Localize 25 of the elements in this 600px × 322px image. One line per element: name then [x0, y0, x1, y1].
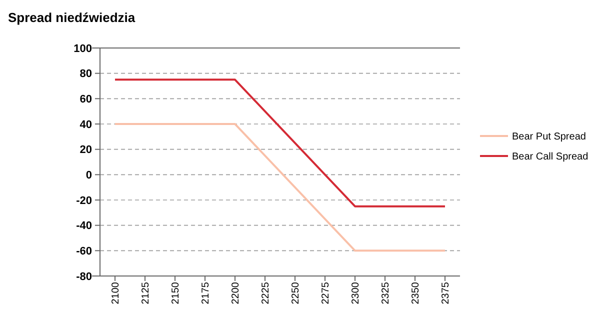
y-tick-label: -60: [76, 246, 92, 258]
x-tick-label: 2225: [260, 282, 272, 304]
x-tick-label: 2250: [290, 282, 302, 304]
x-tick-label: 2150: [170, 282, 182, 304]
y-tick-label: 0: [86, 170, 92, 182]
y-tick-label: -40: [76, 220, 92, 232]
x-tick-label: 2300: [350, 282, 362, 304]
legend-label: Bear Put Spread: [512, 132, 586, 142]
y-tick-label: -80: [76, 270, 92, 283]
x-tick-label: 2100: [110, 282, 122, 304]
y-tick-label: 40: [80, 118, 92, 131]
y-tick-label: 20: [80, 144, 92, 156]
x-tick-label: 2350: [410, 282, 422, 304]
x-tick-label: 2275: [320, 282, 332, 304]
x-tick-label: 2125: [140, 282, 152, 304]
y-tick-label: -20: [76, 194, 92, 207]
y-tick-label: 100: [74, 42, 92, 55]
chart-title: Spread niedźwiedzia: [8, 10, 136, 25]
y-tick-label: 60: [80, 94, 92, 106]
x-tick-label: 2175: [200, 282, 212, 304]
x-tick-label: 2200: [230, 282, 242, 304]
y-tick-label: 80: [80, 68, 92, 80]
x-tick-label: 2325: [380, 282, 392, 304]
legend-label: Bear Call Spread: [512, 152, 588, 162]
x-tick-label: 2375: [440, 282, 452, 304]
